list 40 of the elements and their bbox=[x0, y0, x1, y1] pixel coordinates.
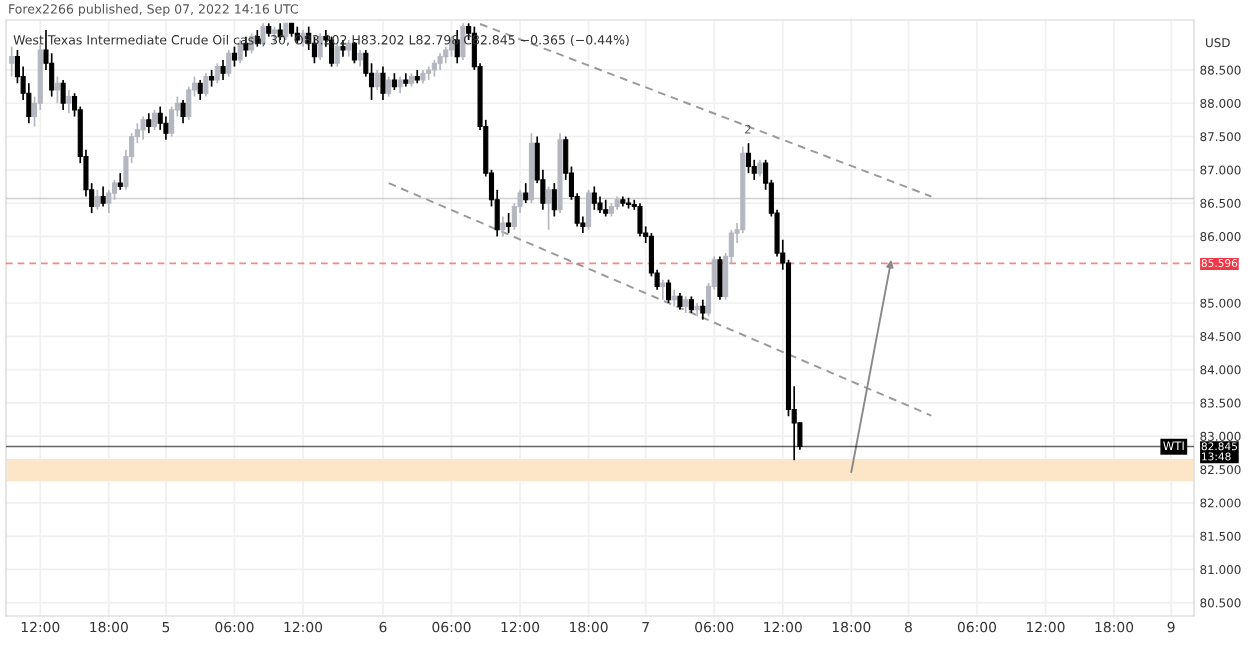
candlestick bbox=[586, 188, 592, 231]
candlestick bbox=[197, 79, 203, 101]
candlestick bbox=[700, 298, 706, 321]
candlestick bbox=[100, 185, 106, 208]
candlestick bbox=[54, 75, 60, 105]
candlestick bbox=[163, 115, 169, 141]
candlestick bbox=[169, 105, 175, 138]
candlestick bbox=[660, 278, 666, 301]
candlestick bbox=[637, 202, 643, 238]
candlestick bbox=[546, 185, 552, 231]
candlestick bbox=[374, 69, 380, 91]
candlestick bbox=[551, 182, 557, 218]
candlestick bbox=[94, 188, 100, 211]
candlestick bbox=[203, 72, 209, 98]
candlestick bbox=[180, 99, 186, 125]
candlestick bbox=[591, 185, 597, 211]
candlestick bbox=[214, 62, 220, 85]
candlestick bbox=[220, 59, 226, 81]
candlestick bbox=[117, 172, 123, 191]
candlestick bbox=[523, 182, 529, 204]
candlestick bbox=[386, 75, 392, 98]
candlestick bbox=[146, 112, 152, 135]
candlestick bbox=[140, 115, 146, 141]
candlestick bbox=[226, 49, 232, 78]
candlestick bbox=[60, 79, 66, 111]
candlestick bbox=[334, 42, 340, 68]
candlestick bbox=[186, 85, 192, 121]
candlestick bbox=[351, 41, 357, 65]
candlestick bbox=[66, 89, 72, 115]
candlestick bbox=[380, 65, 386, 101]
candlestick bbox=[506, 212, 512, 234]
candlestick bbox=[745, 142, 752, 174]
candlestick bbox=[231, 45, 238, 68]
candlestick bbox=[460, 22, 466, 61]
candlestick bbox=[665, 278, 672, 304]
candlestick bbox=[9, 45, 15, 78]
candlestick bbox=[106, 188, 112, 214]
candlestick bbox=[500, 215, 506, 238]
candlestick bbox=[717, 255, 723, 301]
candlestick bbox=[151, 109, 158, 131]
